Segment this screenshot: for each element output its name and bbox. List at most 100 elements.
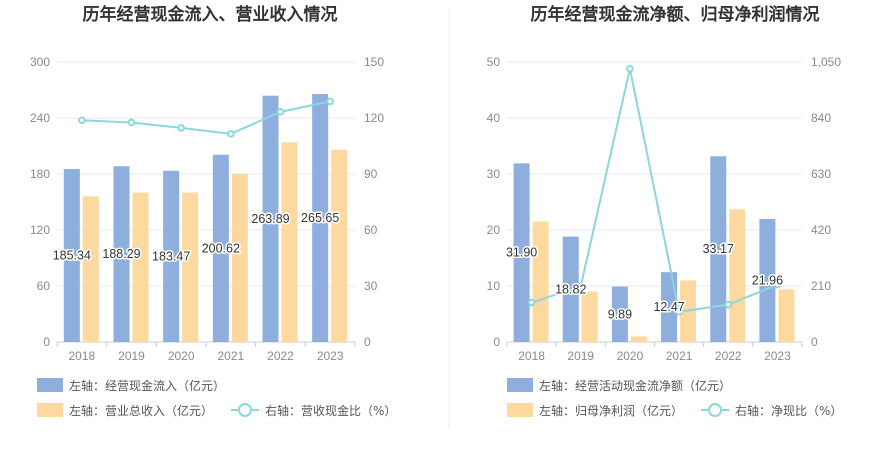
primary-bar[interactable]: [262, 95, 279, 342]
secondary-bar[interactable]: [630, 336, 647, 342]
data-labels: 31.90 18.82 9.89 12.47 33.17 21.96: [504, 241, 784, 323]
primary-bar[interactable]: [212, 154, 229, 342]
left-axis: 0 10 20 30 40 50: [487, 55, 501, 349]
left-axis-tick: 0: [493, 335, 500, 349]
right-axis-tick: 210: [811, 279, 831, 293]
legend-label: 左轴：经营现金流入（亿元）: [69, 378, 225, 393]
chart-title: 历年经营现金流净额、归母净利润情况: [531, 4, 820, 25]
bar-value-label: 18.82: [555, 282, 586, 296]
right-axis-tick: 1,050: [811, 55, 841, 69]
legend-item-cash-inflow[interactable]: 左轴：经营现金流入（亿元）: [37, 378, 225, 393]
x-axis-tick: 2020: [168, 349, 195, 363]
cash-inflow-revenue-chart: 历年经营现金流入、营业收入情况 185.34 188.29 183.47 200.62…: [30, 4, 396, 418]
right-axis-tick: 150: [364, 55, 384, 69]
primary-bar[interactable]: [513, 163, 530, 342]
legend-label: 左轴：经营活动现金流净额（亿元）: [539, 378, 731, 393]
left-axis-tick: 300: [30, 55, 50, 69]
right-axis-tick: 840: [811, 111, 831, 125]
ratio-point[interactable]: [177, 124, 185, 132]
secondary-bar[interactable]: [281, 142, 298, 342]
left-axis-tick: 40: [487, 111, 501, 125]
primary-bar[interactable]: [759, 219, 776, 342]
bars: [63, 94, 348, 342]
bar-value-label: 12.47: [653, 300, 684, 314]
x-axis-tick: 2022: [715, 349, 742, 363]
x-axis-tick: 2023: [764, 349, 791, 363]
ratio-point[interactable]: [576, 282, 585, 291]
ratio-line: [78, 97, 334, 138]
x-axis-tick: 2021: [217, 349, 244, 363]
legend: 左轴：经营活动现金流净额（亿元） 左轴：归母净利润（亿元） 右轴：净现比（%）: [507, 378, 842, 418]
legend-marker: [708, 403, 722, 417]
bar-value-label: 183.47: [152, 249, 190, 263]
primary-bar[interactable]: [63, 169, 80, 342]
legend-item-net-profit[interactable]: 左轴：归母净利润（亿元）: [507, 403, 683, 418]
right-axis: 0 30 60 90 120 150: [364, 55, 384, 349]
legend: 左轴：经营现金流入（亿元） 左轴：营业总收入（亿元） 右轴：营收现金比（%）: [37, 378, 396, 418]
ratio-point[interactable]: [276, 108, 285, 116]
legend-label: 左轴：营业总收入（亿元）: [69, 403, 213, 418]
secondary-bar[interactable]: [231, 174, 248, 342]
secondary-bar[interactable]: [331, 149, 348, 342]
legend-label: 右轴：净现比（%）: [735, 403, 842, 418]
bar-value-label: 200.62: [202, 241, 240, 255]
ratio-line-path: [81, 100, 331, 135]
secondary-bar[interactable]: [532, 221, 549, 342]
bar-value-label: 33.17: [703, 242, 734, 256]
ratio-point[interactable]: [773, 280, 782, 289]
bar-value-label: 185.34: [53, 249, 91, 263]
secondary-bar[interactable]: [182, 192, 199, 342]
secondary-bar[interactable]: [82, 196, 99, 342]
secondary-bar[interactable]: [132, 192, 149, 342]
x-axis-tick: 2021: [666, 349, 693, 363]
ratio-line-path: [531, 68, 778, 313]
legend-item-net-cash-flow[interactable]: 左轴：经营活动现金流净额（亿元）: [507, 378, 731, 393]
left-axis-tick: 0: [43, 335, 50, 349]
right-axis-tick: 90: [364, 167, 378, 181]
legend-swatch: [507, 378, 533, 392]
secondary-bar[interactable]: [778, 289, 795, 342]
bar-value-label: 265.65: [301, 211, 339, 225]
ratio-point[interactable]: [675, 308, 683, 316]
x-axis-tick: 2020: [617, 349, 644, 363]
ratio-point[interactable]: [127, 118, 136, 127]
bar-value-label: 263.89: [251, 212, 289, 226]
primary-bar[interactable]: [163, 170, 180, 342]
primary-bar[interactable]: [312, 94, 329, 342]
right-axis: 0 210 420 630 840 1,050: [811, 55, 841, 349]
ratio-point[interactable]: [78, 116, 86, 125]
primary-bar[interactable]: [710, 156, 727, 342]
legend-swatch: [37, 403, 63, 417]
left-axis-tick: 60: [37, 279, 51, 293]
right-axis-tick: 30: [364, 279, 378, 293]
secondary-bar[interactable]: [729, 209, 746, 342]
primary-bar[interactable]: [611, 286, 628, 342]
ratio-point[interactable]: [326, 97, 334, 106]
ratio-line: [527, 64, 782, 316]
bar-value-label: 21.96: [752, 274, 783, 288]
x-axis-tick: 2019: [567, 349, 594, 363]
secondary-bar[interactable]: [581, 291, 598, 342]
ratio-point[interactable]: [227, 130, 235, 138]
legend-item-ratio[interactable]: 右轴：净现比（%）: [701, 403, 842, 418]
legend-swatch: [507, 403, 533, 417]
legend-item-ratio[interactable]: 右轴：营收现金比（%）: [231, 403, 396, 418]
right-axis-tick: 0: [364, 335, 371, 349]
ratio-point[interactable]: [626, 64, 634, 73]
legend-label: 右轴：营收现金比（%）: [265, 403, 396, 418]
primary-bar[interactable]: [661, 272, 678, 342]
right-axis-tick: 60: [364, 223, 378, 237]
primary-bar[interactable]: [113, 166, 130, 342]
x-axis-tick: 2018: [68, 349, 95, 363]
grid-lines: [57, 61, 355, 343]
x-axis-tick: 2023: [317, 349, 344, 363]
legend-marker: [238, 403, 252, 417]
legend-swatch: [37, 378, 63, 392]
ratio-point[interactable]: [527, 298, 536, 307]
x-axis-tick: 2022: [267, 349, 294, 363]
ratio-point[interactable]: [724, 300, 733, 309]
legend-item-revenue[interactable]: 左轴：营业总收入（亿元）: [37, 403, 213, 418]
legend-label: 左轴：归母净利润（亿元）: [539, 403, 683, 418]
right-axis-tick: 630: [811, 167, 831, 181]
